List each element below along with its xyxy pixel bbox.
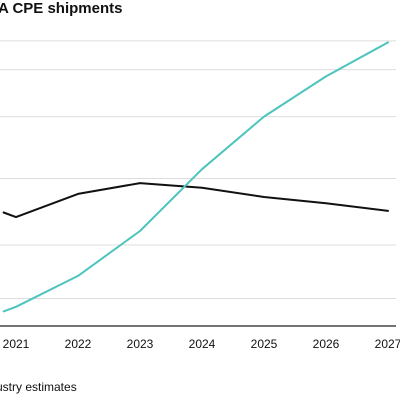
x-tick-label-2024: 2024 bbox=[189, 337, 216, 351]
x-tick-label-2021: 2021 bbox=[3, 337, 30, 351]
series-line-0 bbox=[2, 182, 389, 219]
series-line-1 bbox=[2, 41, 389, 313]
chart-title: A CPE shipments bbox=[0, 0, 123, 17]
chart-source-note: ustry estimates bbox=[0, 380, 77, 394]
x-tick-label-2027: 2027 bbox=[375, 337, 400, 351]
x-tick-label-2026: 2026 bbox=[313, 337, 340, 351]
x-tick-label-2022: 2022 bbox=[65, 337, 92, 351]
x-tick-label-2025: 2025 bbox=[251, 337, 278, 351]
x-tick-label-2023: 2023 bbox=[127, 337, 154, 351]
